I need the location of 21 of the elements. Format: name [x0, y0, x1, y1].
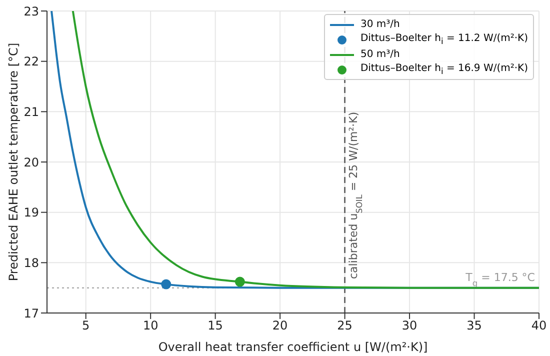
legend-label: Dittus–Boelter h$_{i}$ = 16.9 W/(m²·K): [360, 63, 528, 76]
x-axis-title: Overall heat transfer coefficient u [W/(m²·K)]: [158, 340, 428, 354]
x-tick-label: 25: [337, 318, 352, 333]
y-tick-label: 19: [24, 206, 39, 220]
y-axis-title: Predicted EAHE outlet temperature [°C]: [6, 42, 20, 282]
x-tick-label: 15: [208, 318, 223, 333]
y-tick-label: 23: [24, 4, 39, 18]
y-tick-label: 20: [24, 155, 39, 170]
y-tick-label: 21: [24, 104, 39, 119]
y-tick-label: 17: [24, 306, 39, 320]
y-tick-label: 22: [24, 54, 39, 69]
legend-label: 50 m³/h: [360, 49, 400, 60]
x-tick-label: 30: [402, 318, 418, 333]
x-tick-label: 5: [82, 318, 90, 333]
legend-label: Dittus–Boelter h$_{i}$ = 11.2 W/(m²·K): [360, 33, 528, 46]
x-tick-label: 20: [272, 318, 288, 333]
x-tick-label: 40: [531, 318, 547, 333]
y-tick-label: 18: [24, 256, 39, 270]
legend-label: 30 m³/h: [360, 19, 400, 30]
x-tick-label: 35: [466, 318, 482, 333]
x-tick-label: 10: [142, 318, 158, 333]
